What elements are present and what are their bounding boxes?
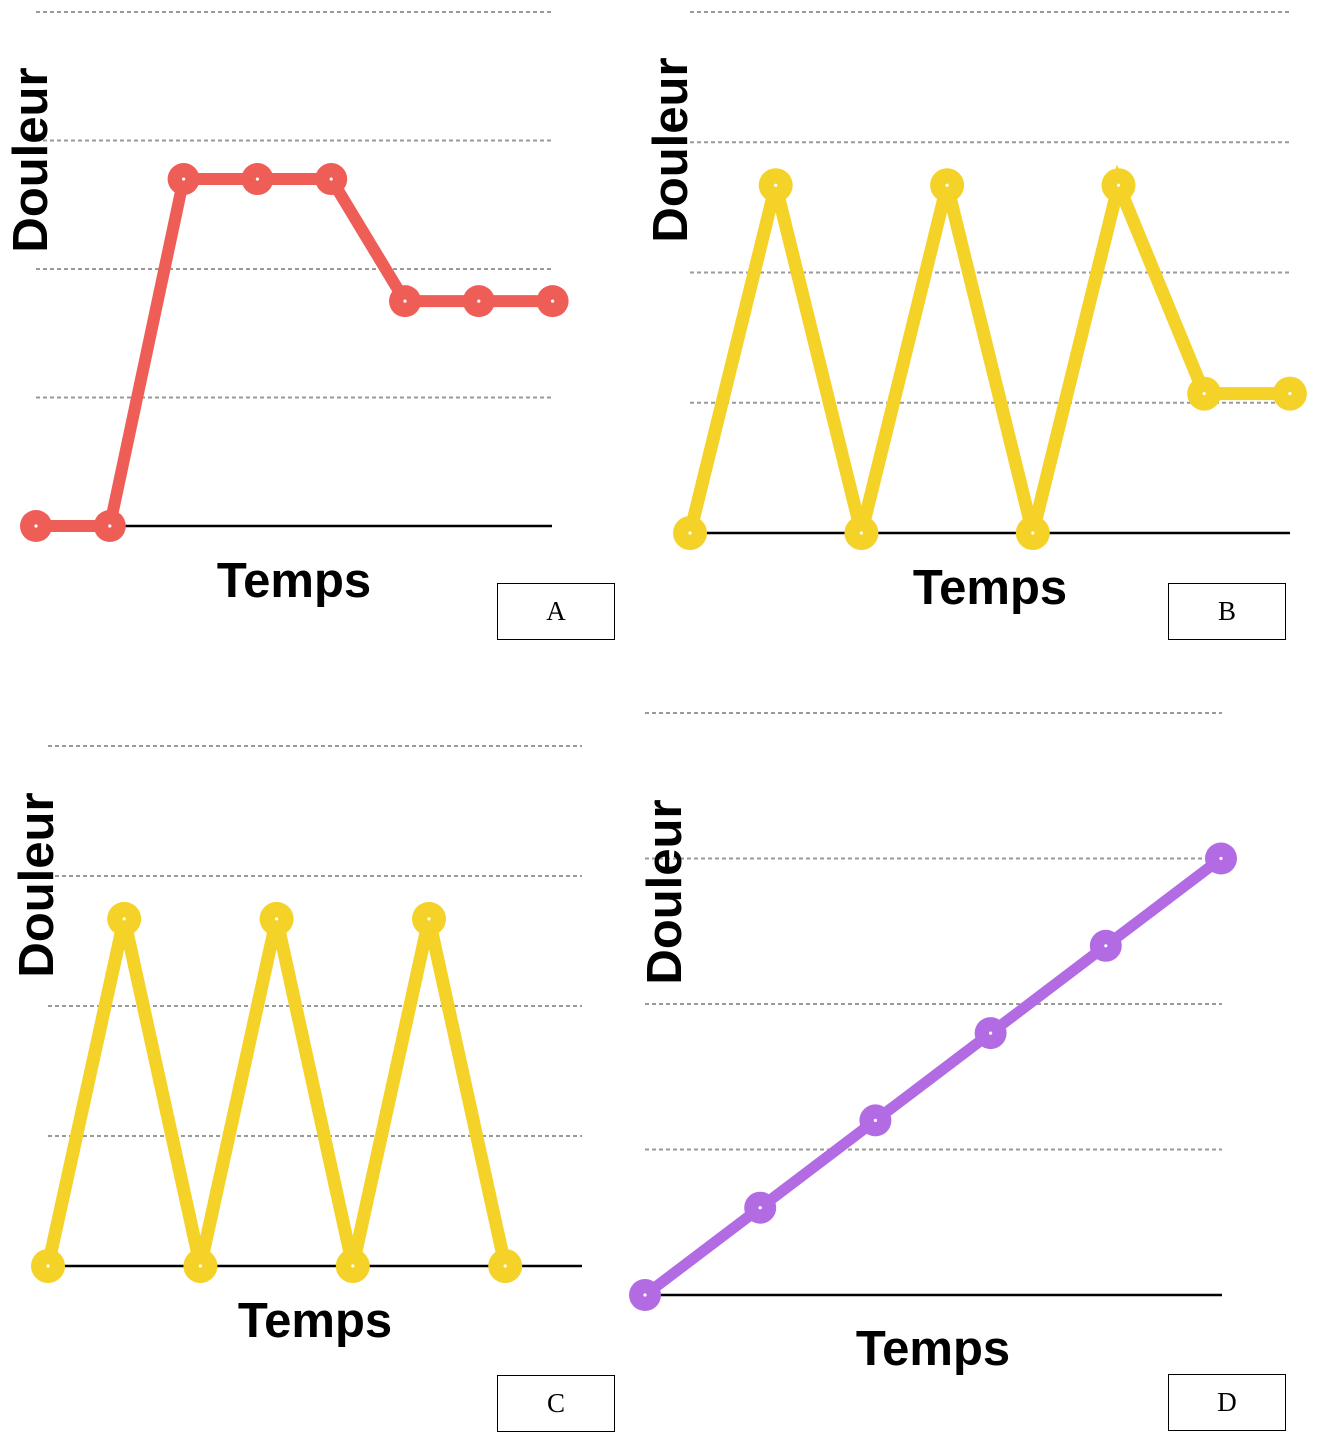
data-point-center bbox=[198, 1264, 202, 1268]
data-point-center bbox=[122, 917, 126, 921]
x-axis-label: Temps bbox=[216, 554, 372, 608]
x-axis-label: Temps bbox=[912, 561, 1068, 615]
data-point-center bbox=[1031, 531, 1035, 535]
data-point-center bbox=[1104, 944, 1108, 948]
series-line bbox=[683, 164, 1297, 540]
data-point-center bbox=[403, 299, 407, 303]
data-point-center bbox=[688, 531, 692, 535]
data-point-center bbox=[182, 177, 186, 181]
data-point-center bbox=[1219, 856, 1223, 861]
y-axis-label: Douleur bbox=[638, 799, 692, 985]
data-point-center bbox=[477, 299, 481, 303]
data-point-center bbox=[1116, 183, 1121, 187]
panel-label-box: B bbox=[1168, 583, 1286, 640]
data-point-center bbox=[643, 1293, 647, 1297]
data-point-center bbox=[108, 524, 112, 528]
data-point-center bbox=[774, 183, 778, 187]
data-point-center bbox=[351, 1264, 355, 1268]
panel-label-box: D bbox=[1168, 1374, 1286, 1431]
data-point-center bbox=[551, 299, 555, 303]
data-point-center bbox=[1288, 392, 1292, 396]
data-point-center bbox=[46, 1264, 50, 1268]
data-point-center bbox=[945, 183, 949, 187]
series-line bbox=[639, 853, 1227, 1301]
data-point-center bbox=[427, 917, 431, 921]
x-axis-label: Temps bbox=[237, 1294, 393, 1348]
panel-label-box: A bbox=[497, 583, 615, 640]
data-point-center bbox=[758, 1206, 762, 1210]
data-point-center bbox=[503, 1264, 507, 1268]
data-point-center bbox=[989, 1031, 993, 1035]
data-point-center bbox=[1202, 392, 1206, 396]
data-point-center bbox=[329, 177, 333, 181]
data-point-center bbox=[255, 177, 259, 181]
x-axis-label: Temps bbox=[855, 1322, 1011, 1376]
data-point-center bbox=[275, 917, 279, 921]
data-point-center bbox=[873, 1118, 878, 1122]
data-point-center bbox=[34, 524, 38, 528]
data-point-center bbox=[859, 531, 864, 535]
